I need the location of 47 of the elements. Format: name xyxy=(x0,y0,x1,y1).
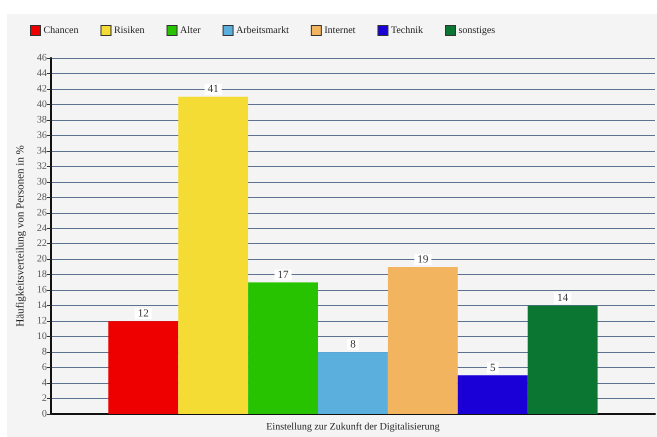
y-tick-label: 22 xyxy=(36,238,47,250)
data-label: 17 xyxy=(278,268,290,281)
y-tick-label: 32 xyxy=(36,160,47,172)
bar xyxy=(178,96,248,414)
y-tick-label: 18 xyxy=(36,269,47,280)
bar xyxy=(318,352,388,414)
x-tick-label: Einstellung zur Zukunft der Digitalisierung xyxy=(266,422,440,432)
y-tick-label: 28 xyxy=(36,192,47,203)
legend-label: sonstiges xyxy=(458,25,496,36)
y-tick-label: 0 xyxy=(42,408,47,420)
data-label: 14 xyxy=(557,292,569,304)
y-tick-label: 42 xyxy=(36,83,47,94)
y-tick-label: 4 xyxy=(42,378,47,389)
bar xyxy=(388,266,458,414)
y-tick-label: 12 xyxy=(36,316,47,327)
y-tick-label: 10 xyxy=(36,331,47,342)
y-tick-label: 38 xyxy=(36,114,47,126)
data-label: 41 xyxy=(208,83,219,96)
legend-label: Internet xyxy=(324,25,356,36)
bar xyxy=(528,306,598,414)
y-tick-label: 6 xyxy=(42,362,47,374)
y-tick-label: 44 xyxy=(36,68,47,79)
legend-label: Alter xyxy=(180,25,202,36)
y-tick-label: 16 xyxy=(36,284,47,296)
y-tick-label: 34 xyxy=(36,145,47,156)
y-tick-label: 24 xyxy=(36,222,47,234)
y-axis-title: Häufigkeitsverteilung von Personen in % xyxy=(14,145,26,327)
y-tick-label: 46 xyxy=(36,52,47,64)
bar xyxy=(458,375,528,414)
data-label: 5 xyxy=(490,362,496,374)
y-tick-label: 20 xyxy=(36,254,47,265)
y-tick-label: 30 xyxy=(36,176,47,188)
legend-label: Chancen xyxy=(44,25,78,36)
y-tick-label: 36 xyxy=(36,130,47,141)
y-tick-label: 26 xyxy=(36,207,47,218)
data-label: 19 xyxy=(417,253,429,266)
data-label: 8 xyxy=(350,338,356,351)
bar xyxy=(248,282,318,414)
bar xyxy=(108,321,178,414)
y-tick-label: 8 xyxy=(42,346,47,358)
y-tick-label: 40 xyxy=(36,98,47,110)
y-tick-label: 2 xyxy=(42,393,47,404)
legend-label: Arbeitsmarkt xyxy=(236,25,290,36)
data-label: 12 xyxy=(138,308,149,320)
y-tick-label: 14 xyxy=(36,300,47,312)
legend-label: Risiken xyxy=(114,25,145,36)
legend-label: Technik xyxy=(390,25,424,36)
